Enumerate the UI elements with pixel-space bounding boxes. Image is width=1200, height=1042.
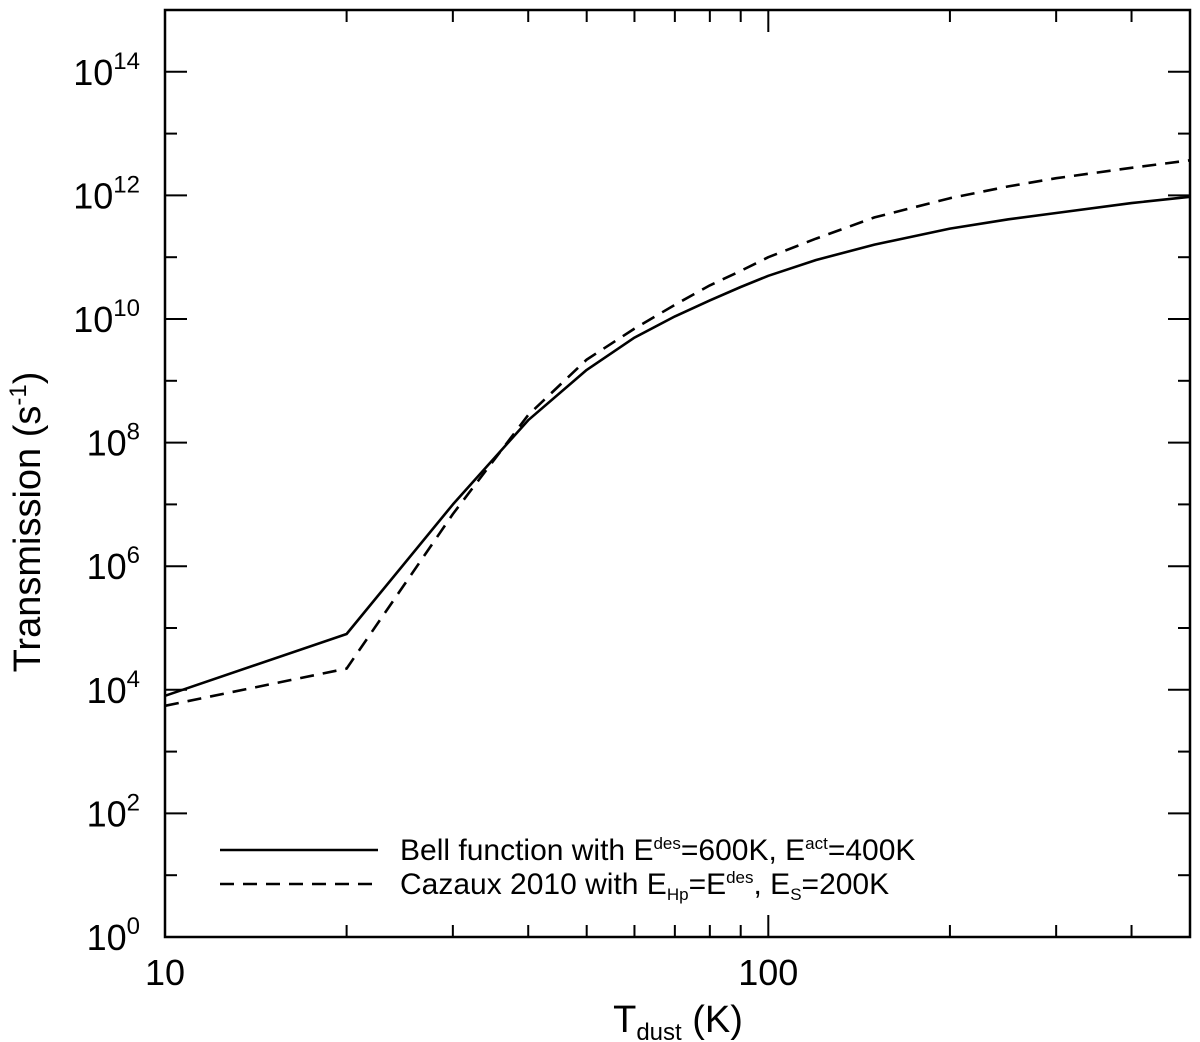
legend: Bell function with Edes=600K, Eact=400KC…: [220, 834, 915, 904]
y-tick-label: 108: [87, 419, 140, 464]
y-axis-label: Transmission (s-1): [5, 372, 49, 673]
y-tick-label: 106: [87, 542, 140, 587]
y-tick-label: 102: [87, 789, 140, 834]
y-tick-label: 100: [87, 913, 140, 958]
x-tick-label: 10: [145, 952, 185, 993]
legend-label-2: Cazaux 2010 with EHp=Edes, ES=200K: [400, 868, 889, 904]
y-tick-label: 1012: [73, 171, 140, 216]
y-tick-label: 1014: [73, 48, 140, 93]
series-line-1: [164, 195, 1191, 698]
legend-label-1: Bell function with Edes=600K, Eact=400K: [400, 834, 915, 867]
series-layer: [164, 159, 1191, 708]
axis-ticks: [164, 9, 1191, 938]
plot-frame: [163, 8, 1192, 939]
x-axis-label: Tdust (K): [613, 999, 743, 1042]
y-tick-label: 1010: [73, 295, 140, 340]
y-tick-label: 104: [87, 666, 140, 711]
x-tick-label: 100: [738, 952, 798, 993]
series-line-2: [164, 159, 1191, 708]
